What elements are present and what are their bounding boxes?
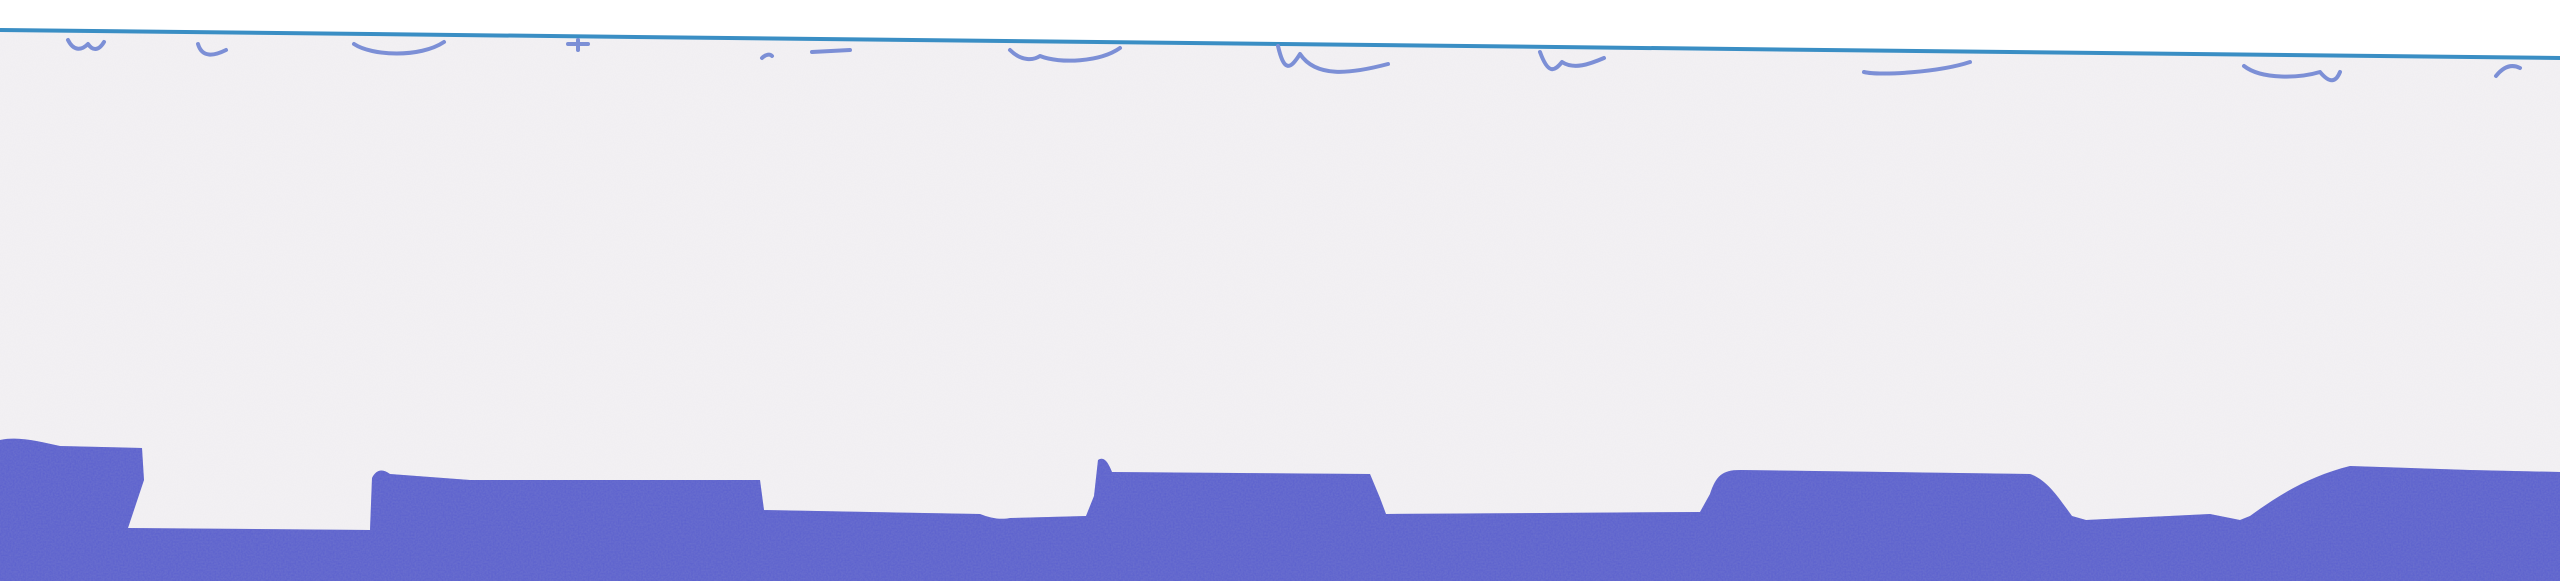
scribble-mark: [1008, 46, 1122, 63]
scribble-mark: [1276, 44, 1390, 74]
scribble-mark: [760, 48, 852, 60]
scribble-mark: [1538, 50, 1606, 72]
paper-texture: [0, 28, 2560, 581]
scribble-mark: [2242, 64, 2342, 83]
scribble-mark: [66, 38, 106, 51]
scribble-mark: [1862, 60, 1972, 76]
silhouette-texture: [0, 438, 2560, 581]
handwriting-scribbles: [66, 38, 2522, 83]
paper-edge-line: [0, 28, 2560, 60]
scribble-mark: [352, 40, 446, 56]
scribble-mark: [566, 38, 590, 52]
scribble-mark: [2494, 64, 2522, 78]
scribble-mark: [196, 42, 228, 57]
